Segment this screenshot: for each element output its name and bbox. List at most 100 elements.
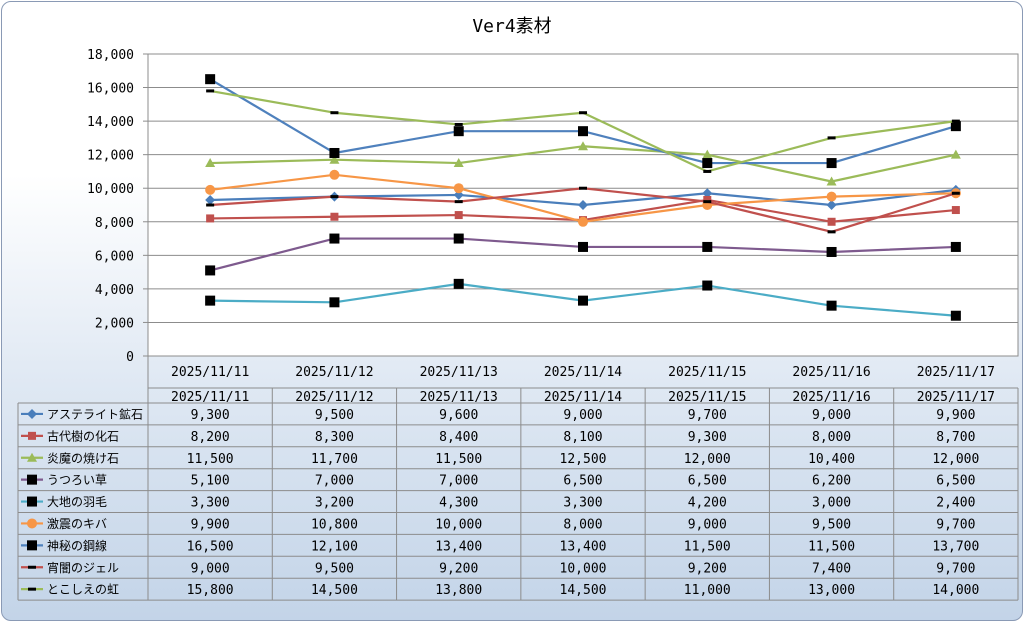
table-cell: 11,500 bbox=[684, 539, 731, 554]
table-cell: 9,200 bbox=[439, 561, 478, 576]
table-cell: 9,300 bbox=[191, 408, 230, 423]
table-cell: 7,000 bbox=[315, 474, 354, 489]
data-point bbox=[453, 278, 464, 289]
table-cell: 16,500 bbox=[187, 539, 234, 554]
table-row: 神秘の鋼線 16,500 12,100 13,400 13,400 11,500 11,50… bbox=[21, 538, 979, 554]
table-cell: 10,800 bbox=[311, 517, 358, 532]
table-cell: 8,200 bbox=[191, 430, 230, 445]
table-cell: 13,400 bbox=[435, 539, 482, 554]
table-cell: 11,700 bbox=[311, 452, 358, 467]
table-cell: 9,000 bbox=[812, 408, 851, 423]
table-row: とこしえの虹 15,800 14,500 13,800 14,500 11,000 13,0… bbox=[21, 583, 979, 598]
data-point bbox=[205, 194, 216, 205]
table-header-cell: 2025/11/14 bbox=[544, 390, 622, 405]
table-cell: 6,200 bbox=[812, 474, 851, 489]
table-cell: 9,700 bbox=[936, 561, 975, 576]
table-cell: 14,500 bbox=[311, 583, 358, 598]
series-name: アステライト鉱石 bbox=[47, 406, 143, 421]
table-cell: 9,700 bbox=[688, 408, 727, 423]
table-cell: 14,000 bbox=[932, 583, 979, 598]
table-row: 古代樹の化石 8,200 8,300 8,400 8,100 9,300 8,000 8,70… bbox=[21, 428, 975, 445]
table-cell: 13,400 bbox=[560, 539, 607, 554]
table-cell: 9,300 bbox=[688, 430, 727, 445]
series-8 bbox=[206, 186, 960, 234]
table-cell: 4,200 bbox=[688, 496, 727, 511]
table-cell: 8,700 bbox=[936, 430, 975, 445]
table-cell: 4,300 bbox=[439, 496, 478, 511]
x-tick-label: 2025/11/17 bbox=[917, 365, 995, 380]
data-point bbox=[827, 230, 836, 234]
table-header-cell: 2025/11/11 bbox=[171, 390, 249, 405]
table-cell: 11,500 bbox=[808, 539, 855, 554]
table-cell: 9,200 bbox=[688, 561, 727, 576]
data-point bbox=[950, 310, 961, 321]
series-7 bbox=[205, 74, 961, 169]
series-name: 神秘の鋼線 bbox=[47, 538, 107, 553]
series-9 bbox=[206, 89, 960, 173]
data-point bbox=[329, 169, 340, 180]
series-4 bbox=[205, 233, 961, 276]
x-tick-label: 2025/11/13 bbox=[420, 365, 498, 380]
table-cell: 13,800 bbox=[435, 583, 482, 598]
data-point bbox=[28, 431, 36, 440]
data-point bbox=[578, 126, 588, 137]
series-name: 宵闇のジェル bbox=[47, 560, 119, 575]
table-row: 炎魔の焼け石 11,500 11,700 11,500 12,500 12,000 10,4… bbox=[21, 450, 979, 467]
data-point bbox=[206, 203, 215, 207]
table-cell: 7,000 bbox=[439, 474, 478, 489]
y-tick-label: 14,000 bbox=[87, 115, 134, 130]
data-point bbox=[27, 474, 37, 485]
data-point bbox=[702, 188, 713, 199]
table-header-cell: 2025/11/15 bbox=[668, 390, 746, 405]
data-point bbox=[27, 496, 37, 507]
table-cell: 9,500 bbox=[812, 517, 851, 532]
data-point bbox=[826, 246, 837, 257]
table-row: 大地の羽毛 3,300 3,200 4,300 3,300 4,200 3,000 2,400 bbox=[21, 495, 975, 511]
y-tick-label: 12,000 bbox=[87, 149, 134, 164]
data-point bbox=[206, 89, 215, 93]
data-point bbox=[578, 241, 588, 252]
table-header-cell: 2025/11/16 bbox=[792, 390, 870, 405]
data-table: 2025/11/11 2025/11/12 2025/11/13 2025/11/14… bbox=[17, 356, 1019, 601]
series-5 bbox=[205, 278, 961, 321]
table-cell: 9,900 bbox=[191, 517, 230, 532]
table-cell: 8,100 bbox=[563, 430, 602, 445]
table-cell: 13,700 bbox=[932, 539, 979, 554]
data-point bbox=[578, 141, 588, 151]
data-point bbox=[578, 295, 588, 306]
table-cell: 8,000 bbox=[812, 430, 851, 445]
data-point bbox=[826, 176, 837, 186]
table-cell: 9,500 bbox=[315, 408, 354, 423]
table-cell: 11,500 bbox=[187, 452, 234, 467]
series-name: うつろい草 bbox=[47, 473, 107, 487]
data-point bbox=[205, 74, 216, 85]
data-point bbox=[27, 408, 37, 419]
data-point bbox=[28, 565, 36, 569]
data-point bbox=[702, 158, 713, 169]
series-name: 激震のキバ bbox=[47, 517, 107, 531]
data-point bbox=[951, 191, 960, 195]
series-name: とこしえの虹 bbox=[47, 583, 119, 597]
table-header-cell: 2025/11/12 bbox=[295, 390, 373, 405]
data-point bbox=[703, 200, 712, 204]
x-tick-label: 2025/11/11 bbox=[171, 365, 249, 380]
series-name: 大地の羽毛 bbox=[47, 495, 107, 509]
table-cell: 9,000 bbox=[688, 517, 727, 532]
y-tick-label: 6,000 bbox=[95, 249, 134, 264]
table-cell: 3,300 bbox=[563, 496, 602, 511]
data-point bbox=[703, 169, 712, 173]
y-tick-label: 0 bbox=[126, 350, 134, 365]
data-point bbox=[329, 233, 340, 244]
data-point bbox=[453, 126, 464, 137]
data-point bbox=[578, 200, 588, 210]
data-point bbox=[702, 280, 713, 291]
table-cell: 8,400 bbox=[439, 430, 478, 445]
table-cell: 3,000 bbox=[812, 496, 851, 511]
table-cell: 7,400 bbox=[812, 561, 851, 576]
table-row: うつろい草 5,100 7,000 7,000 6,500 6,500 6,200 6,500 bbox=[21, 473, 975, 489]
table-cell: 15,800 bbox=[187, 583, 234, 598]
data-point bbox=[950, 241, 961, 252]
y-tick-label: 2,000 bbox=[95, 316, 134, 331]
data-point bbox=[703, 195, 712, 204]
x-tick-label: 2025/11/12 bbox=[295, 365, 373, 380]
